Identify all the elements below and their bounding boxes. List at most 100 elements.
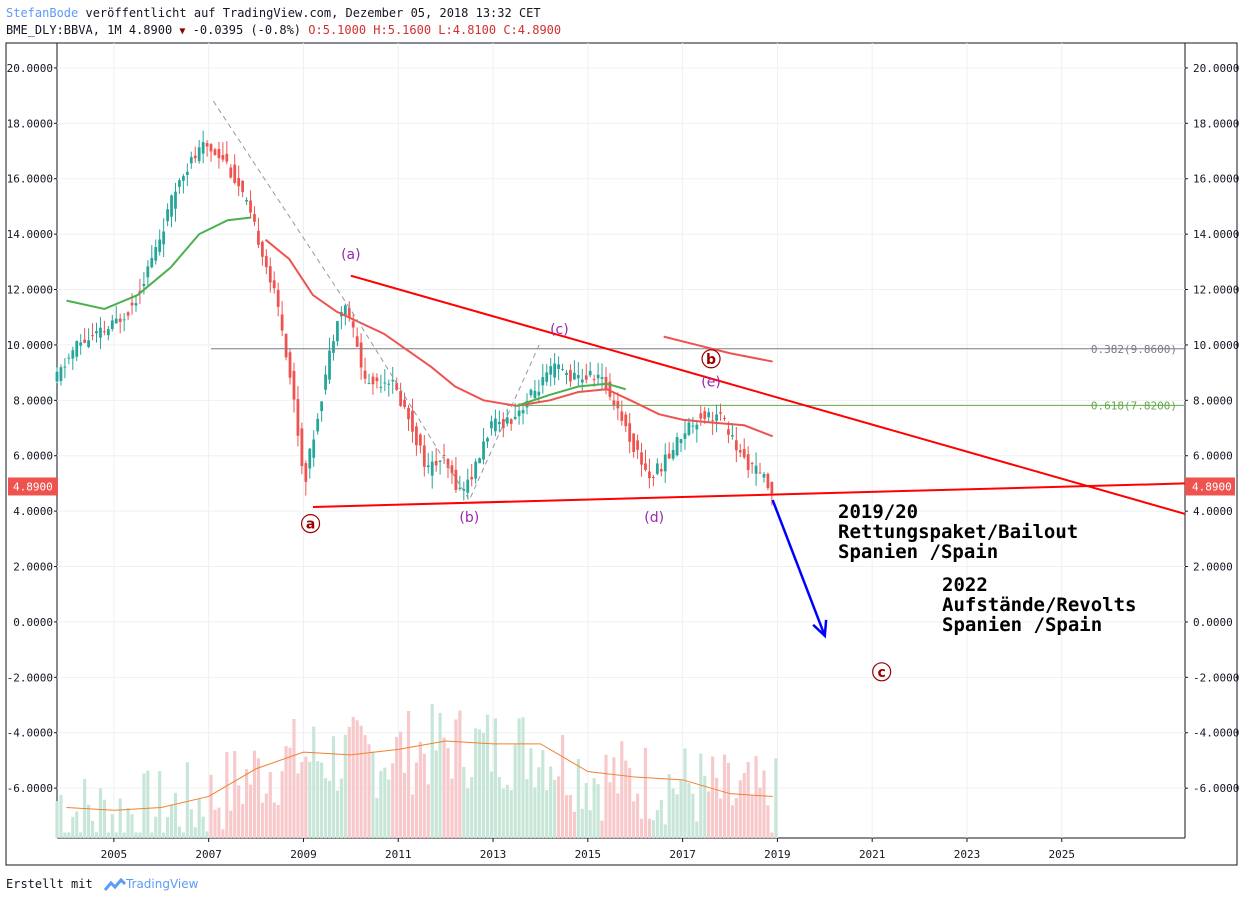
volume-bar: [118, 798, 122, 838]
volume-bar: [272, 802, 276, 838]
y-tick-label-left: 0.0000: [13, 616, 53, 629]
x-tick-label: 2021: [859, 848, 886, 861]
tradingview-logo-icon[interactable]: [103, 877, 126, 892]
candle-body: [221, 155, 225, 160]
volume-bar: [647, 818, 652, 838]
volume-bar: [209, 774, 213, 838]
candle-body: [205, 143, 209, 147]
volume-bar: [367, 744, 371, 838]
candle-body: [628, 423, 632, 442]
annotation-text: 2019/20: [838, 501, 918, 523]
volume-bar: [580, 808, 584, 838]
wave-label: (e): [701, 374, 721, 390]
y-tick-label-right: 4.0000: [1193, 505, 1233, 518]
candle-body: [363, 370, 367, 379]
volume-bar: [564, 795, 569, 838]
candle-body: [576, 375, 580, 379]
wave-label: (b): [459, 510, 479, 526]
volume-bar: [189, 809, 193, 838]
y-tick-label-left: 12.0000: [7, 284, 53, 297]
candle-body: [490, 421, 493, 429]
volume-bar: [241, 803, 245, 838]
volume-bar: [292, 718, 296, 838]
volume-bar: [695, 821, 699, 838]
volume-bar: [418, 741, 422, 838]
volume-bar: [67, 832, 71, 838]
candle-body: [541, 377, 545, 386]
candle-body: [383, 382, 387, 384]
y-tick-label-left: 18.0000: [7, 117, 53, 130]
volume-bar: [691, 793, 695, 838]
volume-bar: [406, 710, 411, 838]
candle-body: [474, 461, 478, 479]
volume-bar: [762, 770, 766, 838]
candle-body: [667, 453, 671, 459]
candle-body: [371, 376, 375, 385]
volume-bar: [308, 761, 312, 838]
candle-body: [328, 350, 331, 380]
candle-body: [162, 231, 166, 245]
volume-bar: [651, 820, 655, 838]
volume-bar: [355, 720, 359, 838]
candle-body: [501, 419, 505, 429]
candle-body: [55, 371, 59, 382]
volume-bar: [604, 754, 608, 838]
tradingview-brand[interactable]: TradingView: [125, 877, 199, 891]
volume-bar: [316, 761, 320, 838]
candle-body: [588, 370, 592, 376]
volume-bar: [774, 758, 778, 838]
x-tick-label: 2023: [954, 848, 981, 861]
candle-body: [648, 471, 651, 479]
last-price-badge-left: [8, 477, 58, 496]
candle-body: [75, 341, 79, 357]
volume-bar: [746, 761, 750, 838]
candle-body: [703, 411, 707, 419]
moving-average-green-line: [66, 216, 252, 310]
y-tick-label-right: 0.0000: [1193, 616, 1233, 629]
volume-bar: [750, 794, 754, 838]
volume-bar: [675, 794, 679, 838]
volume-bar: [639, 818, 644, 838]
candle-body: [241, 180, 245, 192]
volume-bar: [59, 794, 63, 838]
candle-body: [253, 214, 256, 222]
candle-body: [336, 321, 339, 342]
candle-body: [134, 303, 138, 306]
volume-bar: [754, 755, 758, 838]
candle-body: [545, 372, 549, 382]
volume-bar: [162, 832, 166, 838]
y-tick-label-right: -4.0000: [1193, 727, 1239, 740]
moving-average-red-line: [264, 238, 774, 438]
moving-average-red-upper-line: [663, 335, 773, 363]
volume-bar: [233, 751, 237, 838]
volume-bar: [237, 785, 241, 838]
elliott-wave-dashed-line: [212, 100, 541, 502]
candle-body: [213, 149, 217, 155]
volume-bar: [493, 718, 497, 838]
volume-bar: [659, 799, 663, 838]
candle-body: [711, 420, 715, 422]
volume-bar: [304, 756, 308, 838]
volume-bar: [742, 773, 746, 838]
volume-bar: [596, 784, 600, 838]
y-tick-label-left: 6.0000: [13, 450, 53, 463]
volume-bar: [758, 787, 762, 838]
candle-body: [565, 372, 568, 376]
candle-body: [750, 463, 754, 465]
volume-bar: [402, 772, 407, 838]
candle-body: [671, 449, 675, 459]
volume-bar: [533, 787, 537, 838]
volume-bar: [679, 780, 683, 838]
candle-body: [79, 342, 83, 346]
author-name[interactable]: StefanBode: [6, 6, 79, 20]
volume-bar: [177, 826, 182, 838]
volume-bar: [478, 729, 482, 838]
volume-bar: [312, 726, 316, 838]
volume-bar: [130, 814, 134, 838]
candle-body: [264, 256, 268, 268]
volume-bar: [351, 716, 355, 838]
x-tick-label: 2013: [480, 848, 507, 861]
volume-bar: [181, 832, 185, 838]
candle-body: [549, 366, 553, 375]
